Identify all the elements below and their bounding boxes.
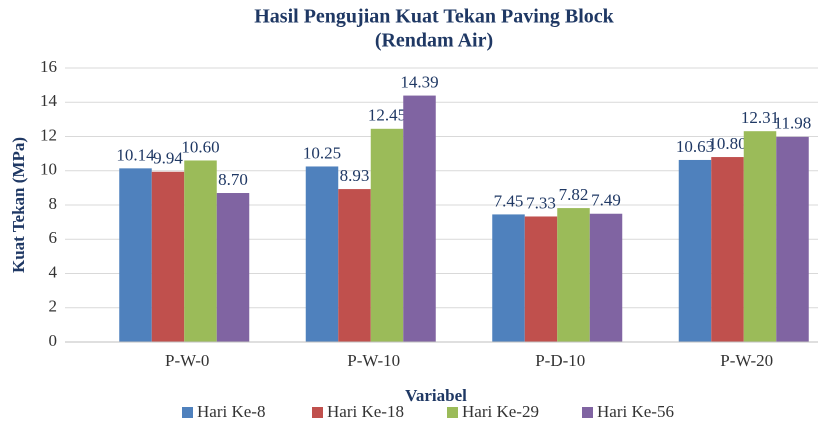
data-label: 12.45 <box>368 106 406 125</box>
x-tick-label: P-D-10 <box>535 351 585 370</box>
bar <box>711 157 744 342</box>
legend-swatch <box>582 407 593 418</box>
data-label: 10.14 <box>116 145 155 164</box>
y-tick-label: 6 <box>49 228 58 247</box>
data-label: 7.82 <box>559 185 589 204</box>
bar <box>492 214 525 342</box>
bar <box>524 216 558 342</box>
data-label: 10.80 <box>708 134 746 153</box>
y-tick-label: 2 <box>49 297 58 316</box>
legend-swatch <box>182 407 193 418</box>
legend-label: Hari Ke-56 <box>597 402 674 421</box>
y-tick-label: 4 <box>49 262 58 281</box>
bar <box>743 131 777 342</box>
y-tick-label: 16 <box>40 57 57 76</box>
bar <box>403 95 436 342</box>
y-tick-label: 8 <box>49 194 58 213</box>
data-label: 7.45 <box>494 191 524 210</box>
data-label: 10.25 <box>303 143 341 162</box>
data-label: 12.31 <box>741 108 779 127</box>
bar <box>338 189 371 342</box>
chart-title: (Rendam Air) <box>375 30 493 52</box>
bar <box>305 166 339 342</box>
chart-title: Hasil Pengujian Kuat Tekan Paving Block <box>254 6 614 28</box>
data-label: 7.49 <box>591 191 621 210</box>
y-tick-label: 10 <box>40 160 57 179</box>
y-axis-label: Kuat Tekan (MPa) <box>9 137 28 273</box>
x-tick-label: P-W-0 <box>165 351 209 370</box>
data-label: 14.39 <box>400 72 438 91</box>
bar <box>119 168 152 342</box>
x-axis-label: Variabel <box>405 386 467 405</box>
data-label: 11.98 <box>774 114 812 133</box>
bar <box>557 208 590 342</box>
bar <box>151 171 185 342</box>
bar <box>370 128 404 342</box>
data-label: 10.60 <box>181 137 219 156</box>
legend-label: Hari Ke-18 <box>327 402 404 421</box>
y-tick-label: 0 <box>49 331 58 350</box>
legend-swatch <box>447 407 458 418</box>
x-tick-label: P-W-10 <box>347 351 400 370</box>
bar <box>776 136 809 342</box>
bar <box>184 160 217 342</box>
y-tick-label: 14 <box>40 91 58 110</box>
data-label: 7.33 <box>526 193 556 212</box>
legend-label: Hari Ke-29 <box>462 402 539 421</box>
data-label: 8.70 <box>218 170 248 189</box>
y-tick-label: 12 <box>40 125 57 144</box>
legend-label: Hari Ke-8 <box>197 402 265 421</box>
legend-swatch <box>312 407 323 418</box>
bar <box>216 193 250 342</box>
bar <box>678 159 712 342</box>
data-label: 8.93 <box>340 166 370 185</box>
data-label: 9.94 <box>153 149 183 168</box>
x-tick-label: P-W-20 <box>720 351 773 370</box>
bar <box>589 213 623 342</box>
data-label: 10.63 <box>676 137 714 156</box>
